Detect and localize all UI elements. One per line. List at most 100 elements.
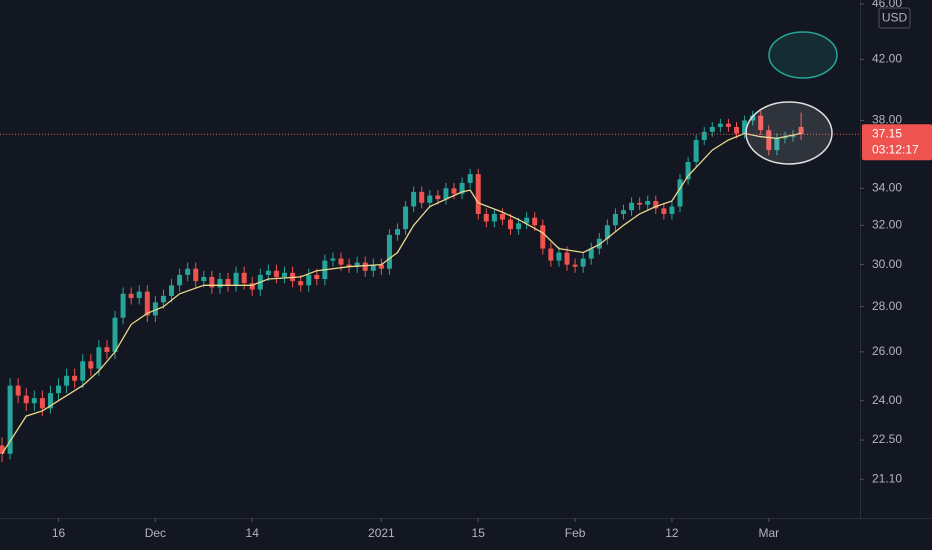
candle-body <box>629 202 635 211</box>
candle-body <box>80 361 86 381</box>
candle-body <box>459 182 465 194</box>
y-tick-label: 26.00 <box>872 344 902 358</box>
candle-body <box>725 123 731 127</box>
candle-body <box>354 262 360 267</box>
candle-body <box>419 191 425 203</box>
ellipse-annotation <box>768 31 838 79</box>
candle-body <box>653 200 659 209</box>
y-tick-label: 32.00 <box>872 217 902 231</box>
currency-box[interactable] <box>878 7 911 29</box>
candle-body <box>669 206 675 214</box>
candle-body <box>265 270 271 275</box>
candle-body <box>451 188 457 194</box>
candle-body <box>39 398 45 409</box>
candle-body <box>209 276 215 288</box>
candle-body <box>72 375 78 381</box>
x-tick-label: 15 <box>472 526 486 540</box>
x-tick-label: 12 <box>665 526 679 540</box>
y-tick-label: 21.10 <box>872 471 902 485</box>
candle-body <box>403 206 409 230</box>
candle-body <box>233 272 239 286</box>
candle-body <box>685 161 691 180</box>
candle-body <box>564 252 570 265</box>
candle-body <box>491 213 497 222</box>
candle-body <box>201 276 207 282</box>
candle-body <box>742 120 748 134</box>
candle-body <box>370 264 376 271</box>
candle-body <box>273 270 279 277</box>
candle-body <box>580 258 586 267</box>
candle-body <box>661 208 667 214</box>
candle-body <box>169 285 175 296</box>
x-tick-label: 16 <box>52 526 66 540</box>
y-tick-label: 22.50 <box>872 432 902 446</box>
candle-body <box>23 395 29 404</box>
candle-body <box>798 126 804 135</box>
candle-body <box>15 385 21 396</box>
candle-body <box>499 213 505 220</box>
candle-body <box>604 225 610 239</box>
candle-body <box>701 131 707 141</box>
candle-body <box>144 291 150 316</box>
candle-body <box>282 272 288 277</box>
candle-body <box>677 179 683 207</box>
candle-body <box>0 445 5 454</box>
candle-body <box>249 283 255 290</box>
candle-body <box>427 195 433 203</box>
candle-body <box>120 293 126 318</box>
candle-body <box>588 248 594 259</box>
candle-body <box>47 393 53 409</box>
candle-body <box>217 279 223 288</box>
x-tick-label: Mar <box>758 526 779 540</box>
candle-body <box>330 258 336 261</box>
candle-body <box>790 135 796 137</box>
y-tick-label: 24.00 <box>872 393 902 407</box>
candle-body <box>637 202 643 205</box>
candle-body <box>378 264 384 269</box>
candle-body <box>298 281 304 286</box>
candle-body <box>612 213 618 226</box>
candle-body <box>193 268 199 282</box>
x-tick-label: Feb <box>565 526 586 540</box>
candle-body <box>338 258 344 265</box>
candle-body <box>88 361 94 369</box>
last-price-label: 37.15 <box>872 126 902 140</box>
y-tick-label: 34.00 <box>872 180 902 194</box>
candle-body <box>596 238 602 249</box>
candle-body <box>96 347 102 369</box>
candle-body <box>508 219 514 230</box>
candle-body <box>112 317 118 352</box>
candle-body <box>750 115 756 121</box>
candle-body <box>104 347 110 352</box>
y-tick-label: 28.00 <box>872 299 902 313</box>
y-tick-label: 30.00 <box>872 257 902 271</box>
x-tick-label: Dec <box>145 526 166 540</box>
candle-body <box>395 229 401 235</box>
candle-body <box>64 375 70 386</box>
candle-body <box>346 264 352 267</box>
candle-body <box>645 200 651 205</box>
x-tick-label: 2021 <box>368 526 395 540</box>
candle-body <box>241 272 247 284</box>
candle-body <box>435 195 441 200</box>
moving-average <box>1 132 802 455</box>
candle-body <box>709 126 715 132</box>
candle-body <box>540 225 546 249</box>
candle-body <box>185 268 191 275</box>
candle-body <box>621 210 627 214</box>
candle-body <box>225 279 231 286</box>
candle-body <box>758 115 764 131</box>
y-tick-label: 46.00 <box>872 0 902 10</box>
candle-body <box>152 302 158 316</box>
candle-body <box>306 274 312 286</box>
candle-body <box>548 248 554 261</box>
candle-body <box>717 123 723 127</box>
candle-body <box>386 234 392 269</box>
candle-body <box>475 174 481 214</box>
candle-body <box>693 140 699 162</box>
candle-body <box>160 295 166 303</box>
candle-body <box>532 217 538 226</box>
candle-body <box>782 136 788 139</box>
y-tick-label: 42.00 <box>872 52 902 66</box>
